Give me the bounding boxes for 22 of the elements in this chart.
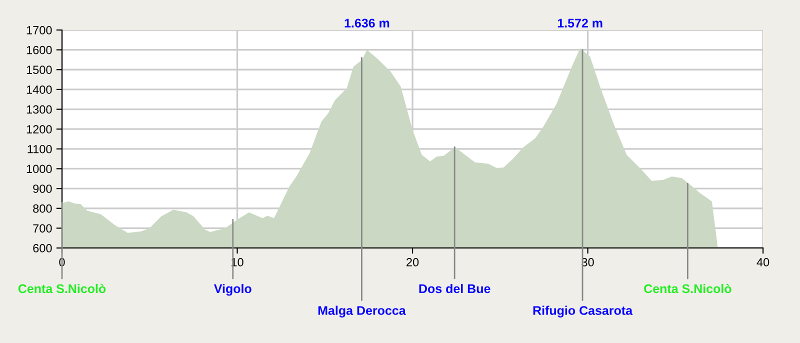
y-tick-label: 1600 [26,46,52,54]
annotation: Rifugio Casarota [533,306,633,318]
y-tick-label: 1700 [26,26,52,34]
annotation: Vigolo [214,284,252,296]
y-tick-label: 1100 [28,144,52,154]
x-tick-label: 40 [756,258,770,266]
y-tick-label: 800 [33,204,52,213]
y-tick-label: 900 [33,184,52,193]
y-tick-label: 1200 [26,125,52,134]
annotation: Centa S.Nicolò [18,284,106,294]
annotation: 1.572 m [558,18,602,28]
y-tick-label: 1300 [26,105,52,114]
y-tick-label: 1000 [26,164,52,174]
y-tick-label: 700 [33,224,52,233]
y-tick-label: 600 [33,244,52,252]
annotation: Malga Derocca [318,306,406,318]
annotation: Dos del Bue [419,284,490,294]
x-tick-label: 20 [406,258,419,266]
y-tick-label: 1400 [26,85,52,94]
annotation: 1.636 m [344,18,390,28]
annotation: Centa S.Nicolò [644,284,732,294]
y-tick-label: 1500 [26,66,52,74]
